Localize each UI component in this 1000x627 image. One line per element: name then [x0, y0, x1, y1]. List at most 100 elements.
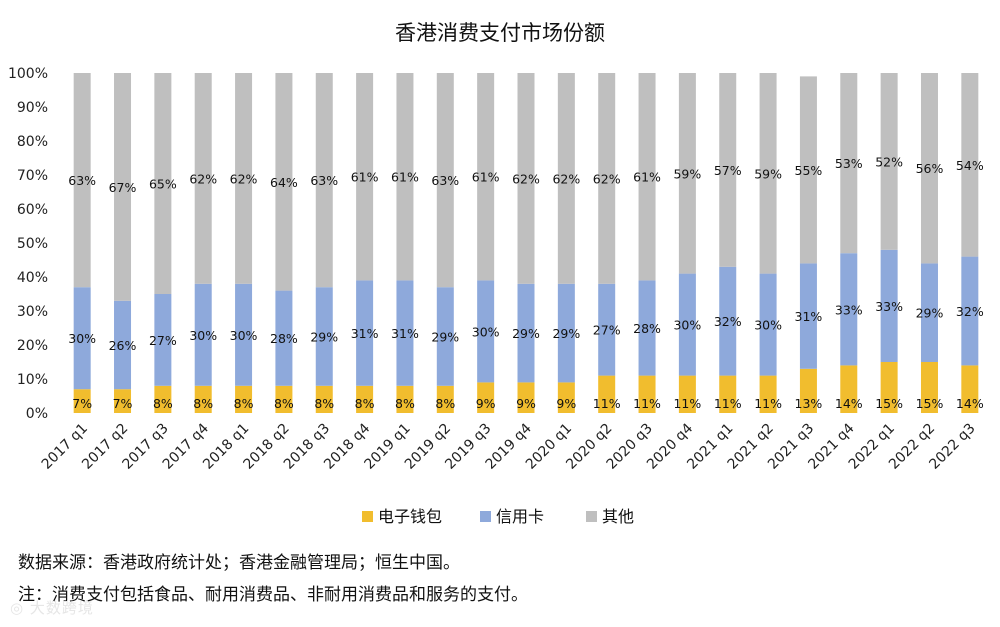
bar-ewallet	[920, 362, 938, 413]
data-label: 15%	[916, 396, 944, 411]
bar-credit-card	[235, 283, 253, 386]
data-label: 13%	[795, 396, 823, 411]
y-tick-label: 0%	[26, 406, 48, 422]
data-label: 8%	[193, 396, 213, 411]
data-label: 65%	[149, 177, 177, 192]
bar-ewallet	[477, 382, 495, 413]
bar-ewallet	[356, 385, 374, 413]
data-label: 61%	[351, 170, 379, 185]
data-label: 7%	[113, 396, 133, 411]
y-tick-label: 10%	[17, 372, 48, 388]
data-label: 11%	[673, 396, 701, 411]
source-note: 数据来源：香港政府统计处；香港金融管理局；恒生中国。	[18, 553, 460, 573]
bar-credit-card	[436, 287, 454, 386]
bar-credit-card	[719, 266, 737, 376]
data-label: 52%	[875, 154, 903, 169]
footnote: 注：消费支付包括食品、耐用消费品、非耐用消费品和服务的支付。	[18, 585, 528, 605]
bar-other	[799, 76, 817, 264]
data-label: 11%	[754, 396, 782, 411]
bar-credit-card	[154, 294, 172, 386]
data-label: 62%	[512, 171, 540, 186]
bar-credit-card	[598, 283, 616, 376]
bar-credit-card	[315, 287, 333, 386]
data-labels: 7% 30% 63% 7% 26% 67% 8% 27% 65% 8% 30% 62% 8% 30% 62%…	[68, 154, 984, 411]
bar-ewallet	[436, 385, 454, 413]
data-label: 31%	[351, 326, 379, 341]
bar-other	[517, 73, 535, 284]
data-label: 32%	[714, 314, 742, 329]
data-label: 31%	[391, 326, 419, 341]
data-label: 14%	[956, 396, 984, 411]
legend: 电子钱包 信用卡 其他	[362, 507, 634, 526]
bar-ewallet	[154, 385, 172, 413]
legend-swatch	[586, 511, 597, 522]
bar-other	[356, 73, 374, 281]
bar-ewallet	[799, 368, 817, 413]
bar-credit-card	[638, 280, 656, 376]
y-tick-label: 60%	[17, 202, 48, 218]
data-label: 29%	[512, 326, 540, 341]
legend-swatch	[362, 511, 373, 522]
data-label: 14%	[835, 396, 863, 411]
bar-credit-card	[396, 280, 414, 386]
bar-other	[759, 73, 777, 274]
y-tick-label: 40%	[17, 270, 48, 286]
watermark: ◎ 大数跨境	[10, 597, 94, 618]
data-label: 33%	[835, 302, 863, 317]
data-label: 62%	[189, 171, 217, 186]
bar-ewallet	[598, 375, 616, 413]
bar-other	[275, 73, 293, 291]
data-label: 30%	[754, 318, 782, 333]
data-label: 62%	[230, 171, 258, 186]
bar-other	[114, 73, 132, 301]
legend-label: 电子钱包	[378, 507, 442, 526]
data-label: 59%	[754, 166, 782, 181]
data-label: 57%	[714, 163, 742, 178]
y-tick-label: 100%	[8, 66, 48, 82]
bar-ewallet	[194, 385, 212, 413]
data-label: 33%	[875, 299, 903, 314]
data-label: 11%	[633, 396, 661, 411]
y-tick-label: 80%	[17, 134, 48, 150]
bar-other	[678, 73, 696, 274]
data-label: 67%	[109, 180, 137, 195]
bar-ewallet	[396, 385, 414, 413]
data-label: 61%	[472, 170, 500, 185]
bar-credit-card	[799, 263, 817, 369]
data-label: 55%	[795, 163, 823, 178]
data-label: 30%	[472, 324, 500, 339]
data-label: 62%	[593, 171, 621, 186]
bar-other	[73, 73, 91, 288]
bar-other	[194, 73, 212, 284]
bar-other	[961, 73, 979, 257]
bar-credit-card	[880, 249, 898, 362]
data-label: 54%	[956, 158, 984, 173]
data-label: 8%	[234, 396, 254, 411]
bar-other	[315, 73, 333, 288]
data-label: 8%	[395, 396, 415, 411]
data-label: 26%	[109, 338, 137, 353]
bar-other	[396, 73, 414, 281]
bar-other	[880, 73, 898, 250]
bar-ewallet	[961, 365, 979, 413]
data-label: 29%	[310, 330, 338, 345]
data-label: 29%	[431, 330, 459, 345]
bar-other	[154, 73, 172, 294]
data-label: 15%	[875, 396, 903, 411]
bar-credit-card	[194, 283, 212, 386]
bar-ewallet	[517, 382, 535, 413]
data-label: 9%	[516, 396, 536, 411]
y-tick-label: 90%	[17, 100, 48, 116]
bar-ewallet	[114, 389, 132, 413]
data-label: 8%	[435, 396, 455, 411]
data-label: 30%	[230, 328, 258, 343]
data-label: 62%	[552, 171, 580, 186]
data-label: 9%	[556, 396, 576, 411]
bars	[73, 73, 979, 413]
y-tick-label: 20%	[17, 338, 48, 354]
bar-credit-card	[840, 253, 858, 366]
data-label: 11%	[593, 396, 621, 411]
bar-credit-card	[557, 283, 575, 383]
bar-ewallet	[719, 375, 737, 413]
